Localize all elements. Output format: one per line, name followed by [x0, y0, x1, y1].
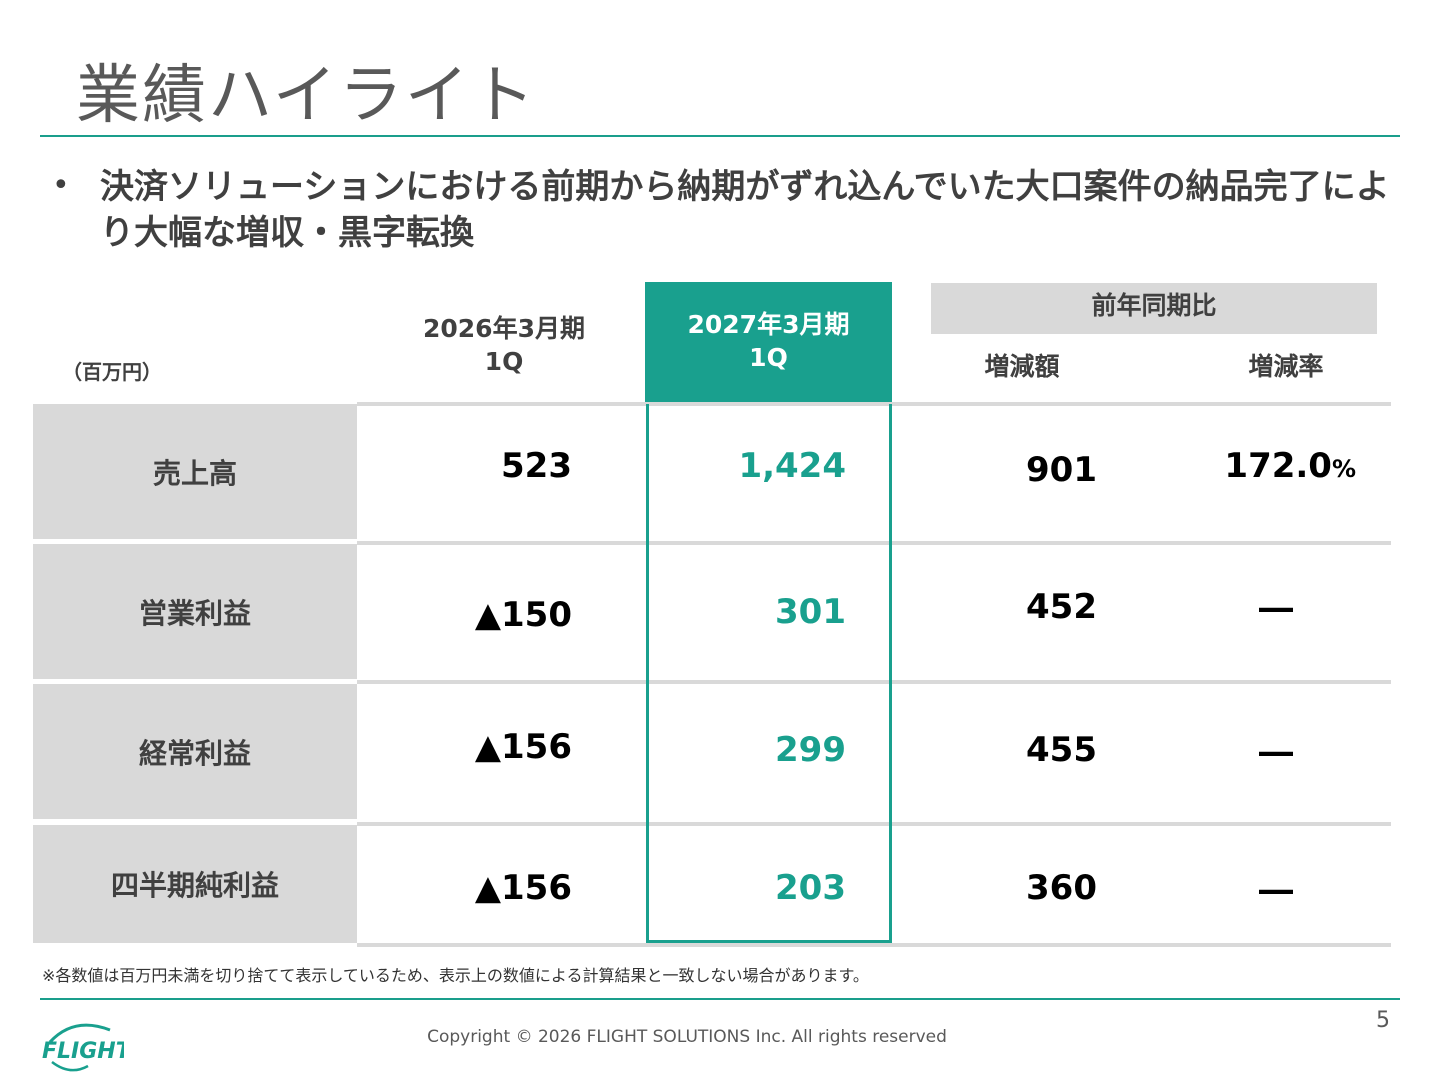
column-header-prev-period: 2026年3月期: [423, 314, 585, 343]
bullet-marker: •: [52, 168, 70, 203]
footnote: ※各数値は百万円未満を切り捨てて表示しているため、表示上の数値による計算結果と一…: [42, 966, 869, 985]
row-label-net-profit: 四半期純利益: [33, 825, 357, 943]
row-divider: [357, 402, 1391, 406]
row-divider: [357, 822, 1391, 826]
column-header-prev: 2026年3月期 1Q: [404, 312, 604, 378]
value-rate-sales-unit: %: [1331, 455, 1356, 483]
value-diff-net-profit: 360: [1026, 868, 1097, 908]
column-header-diff: 増減額: [984, 352, 1060, 381]
value-prev-net-profit: ▲156: [474, 868, 572, 908]
value-prev-sales: 523: [501, 446, 572, 486]
row-label-operating-profit: 営業利益: [33, 544, 357, 679]
value-diff-operating-profit: 452: [1026, 587, 1097, 627]
value-rate-ordinary-profit: ―: [1259, 732, 1293, 772]
column-header-current-quarter: 1Q: [749, 343, 788, 372]
bullet-text: 決済ソリューションにおける前期から納期がずれ込んでいた大口案件の納品完了により大…: [100, 167, 1390, 253]
column-header-current: 2027年3月期 1Q: [645, 282, 892, 406]
title-divider: [40, 135, 1400, 137]
logo-text: FLIGHT: [42, 1039, 124, 1064]
page-number: 5: [1376, 1008, 1390, 1033]
value-diff-ordinary-profit: 455: [1026, 730, 1097, 770]
value-current-net-profit: 203: [775, 868, 846, 908]
value-prev-ordinary-profit: ▲156: [474, 727, 572, 767]
value-rate-operating-profit: ―: [1259, 588, 1293, 628]
row-label-ordinary-profit: 経常利益: [33, 684, 357, 819]
value-rate-sales-number: 172.0: [1224, 446, 1332, 486]
unit-label: （百万円）: [62, 360, 162, 384]
value-current-operating-profit: 301: [775, 592, 846, 632]
row-divider: [357, 541, 1391, 545]
column-header-prev-quarter: 1Q: [484, 347, 524, 376]
current-period-highlight: [646, 404, 892, 943]
flight-logo: FLIGHT: [40, 1018, 133, 1076]
value-current-sales: 1,424: [738, 446, 846, 486]
column-header-current-period: 2027年3月期: [687, 310, 850, 339]
copyright: Copyright © 2026 FLIGHT SOLUTIONS Inc. A…: [427, 1027, 947, 1047]
page-title: 業績ハイライト: [76, 59, 537, 133]
row-label-sales: 売上高: [33, 404, 357, 539]
value-rate-sales: 172.0%: [1200, 446, 1356, 486]
row-divider: [357, 943, 1391, 947]
value-prev-operating-profit: ▲150: [474, 595, 572, 635]
footer-divider: [40, 998, 1400, 1000]
value-rate-net-profit: ―: [1259, 870, 1293, 910]
value-current-ordinary-profit: 299: [775, 730, 846, 770]
yoy-header: 前年同期比: [931, 283, 1377, 334]
column-header-rate: 増減率: [1248, 352, 1324, 381]
value-diff-sales: 901: [1026, 450, 1097, 490]
row-divider: [357, 680, 1391, 684]
